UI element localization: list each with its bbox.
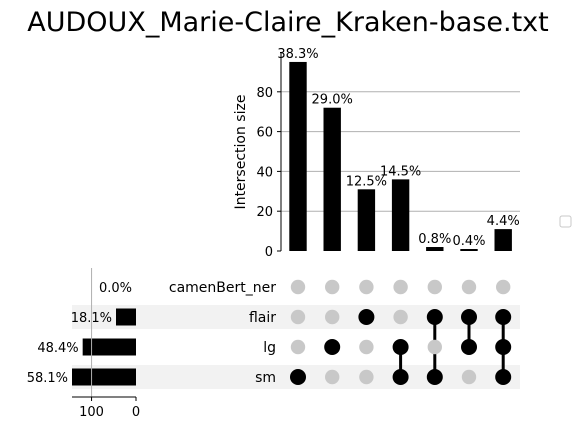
bar-label-1: 29.0% bbox=[312, 93, 353, 108]
bar-label-6: 4.4% bbox=[487, 214, 520, 229]
set-bar-lg bbox=[82, 338, 136, 356]
dot-2-sm bbox=[359, 369, 374, 385]
set-bar-flair bbox=[116, 308, 136, 326]
y-axis: 0 20 40 60 80 bbox=[256, 52, 282, 260]
dot-4-sm bbox=[426, 369, 443, 385]
dot-0-sm bbox=[290, 369, 306, 385]
bar-3 bbox=[391, 179, 410, 251]
dot-5-flair bbox=[461, 309, 477, 325]
set-name-sm: sm bbox=[255, 370, 276, 386]
set-size-axis: 100 0 bbox=[72, 268, 140, 420]
legend-box bbox=[559, 215, 572, 228]
dot-0-flair bbox=[290, 309, 306, 325]
dot-2-flair bbox=[358, 309, 375, 325]
dot-0-camenBert_ner bbox=[290, 279, 306, 295]
dot-6-lg bbox=[495, 339, 512, 355]
bar-5 bbox=[460, 249, 478, 251]
bar-0 bbox=[289, 61, 307, 252]
dot-5-camenBert_ner bbox=[461, 279, 477, 295]
dot-3-flair bbox=[393, 309, 408, 325]
set-name-camenBert_ner: camenBert_ner bbox=[169, 280, 276, 296]
bar-4 bbox=[426, 247, 444, 251]
dot-4-camenBert_ner bbox=[427, 279, 442, 295]
set-size-label-sm: 58.1% bbox=[27, 371, 68, 386]
dot-3-camenBert_ner bbox=[393, 279, 408, 295]
bar-2 bbox=[357, 189, 376, 251]
dot-3-lg bbox=[392, 339, 409, 355]
bar-label-3: 14.5% bbox=[380, 164, 421, 179]
dot-3-sm bbox=[392, 369, 409, 385]
dot-1-camenBert_ner bbox=[325, 279, 340, 295]
dot-0-lg bbox=[290, 339, 306, 355]
dot-2-camenBert_ner bbox=[359, 279, 374, 295]
intersection-bars bbox=[289, 61, 512, 252]
set-tick-label-0: 0 bbox=[132, 405, 140, 420]
dot-1-sm bbox=[325, 369, 340, 385]
y-axis-label: Intersection size bbox=[233, 95, 249, 210]
y-tick-label-20: 20 bbox=[256, 205, 273, 220]
set-name-flair: flair bbox=[249, 310, 276, 326]
chart-title: AUDOUX_Marie-Claire_Kraken-base.txt bbox=[27, 7, 548, 38]
bar-label-5: 0.4% bbox=[452, 234, 485, 249]
set-size-label-camenBert_ner: 0.0% bbox=[99, 281, 132, 296]
dot-6-camenBert_ner bbox=[496, 279, 511, 295]
bar-6 bbox=[494, 229, 512, 251]
dot-4-flair bbox=[426, 309, 443, 325]
intersection-bar-labels: 38.3% 29.0% 12.5%14.5% 0.8% 0.4%4.4% bbox=[277, 47, 519, 249]
dot-1-lg bbox=[324, 339, 341, 355]
bar-label-0: 38.3% bbox=[277, 47, 318, 62]
set-size-label-lg: 48.4% bbox=[37, 341, 78, 356]
y-tick-label-0: 0 bbox=[265, 245, 273, 260]
membership-matrix bbox=[290, 279, 512, 385]
set-name-lg: lg bbox=[263, 340, 276, 356]
set-tick-label-100: 100 bbox=[79, 405, 104, 420]
dot-2-lg bbox=[359, 339, 374, 355]
set-bar-sm bbox=[72, 368, 136, 386]
y-tick-label-80: 80 bbox=[256, 86, 273, 101]
set-size-bars bbox=[72, 308, 136, 386]
dot-1-flair bbox=[325, 309, 340, 325]
y-tick-label-40: 40 bbox=[256, 165, 273, 180]
bar-label-4: 0.8% bbox=[418, 232, 451, 247]
bar-1 bbox=[323, 107, 341, 251]
bar-label-2: 12.5% bbox=[346, 174, 387, 189]
dot-6-sm bbox=[495, 369, 512, 385]
dot-4-lg bbox=[427, 339, 442, 355]
dot-6-flair bbox=[495, 309, 512, 325]
dot-5-sm bbox=[461, 369, 477, 385]
dot-5-lg bbox=[461, 339, 477, 355]
y-tick-label-60: 60 bbox=[256, 126, 273, 141]
